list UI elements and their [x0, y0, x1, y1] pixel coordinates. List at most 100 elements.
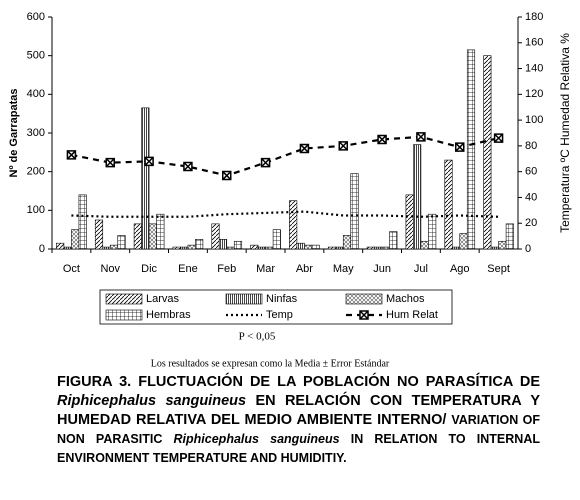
y-tick-label: 200 — [27, 166, 45, 178]
bar — [141, 107, 150, 250]
legend-swatch — [105, 309, 143, 321]
bar — [94, 219, 104, 250]
y2-tick-label: 60 — [525, 166, 537, 178]
bar — [342, 235, 352, 250]
y2-tick-label: 100 — [525, 114, 543, 126]
marker — [144, 156, 154, 167]
y-tick-label: 100 — [27, 204, 45, 216]
bar — [505, 223, 514, 250]
bar — [265, 246, 274, 250]
bar — [459, 233, 468, 250]
bar — [180, 246, 189, 250]
y2-tick-label: 140 — [525, 62, 543, 74]
bar — [381, 246, 390, 250]
marker — [222, 170, 232, 181]
bar — [296, 242, 305, 250]
bar — [187, 244, 196, 250]
bar — [327, 246, 337, 250]
y-axis-label: Nº de Garrapatas — [8, 89, 20, 178]
bar — [451, 246, 461, 250]
y2-tick-label: 160 — [525, 37, 543, 49]
bar — [156, 213, 165, 250]
bar — [211, 223, 220, 250]
bar — [366, 246, 375, 250]
marker — [377, 134, 387, 145]
note: Los resultados se expresan como la Media… — [151, 358, 390, 369]
caption-text: EN RELACIÓN CON TEMPERATURA Y HUMEDAD RE… — [57, 393, 540, 428]
bar — [233, 240, 243, 250]
bar — [428, 213, 437, 250]
marker — [493, 133, 504, 143]
legend-label: Machos — [386, 293, 425, 305]
chart: Nº de Garrapatas Temperatura ºC Humedad … — [8, 11, 572, 369]
bar — [102, 246, 111, 250]
legend-marker — [359, 310, 369, 320]
bar — [289, 200, 298, 250]
legend-swatch — [225, 293, 263, 305]
legend-label: Hembras — [146, 309, 191, 321]
marker — [66, 150, 77, 160]
y2-tick-label: 20 — [525, 217, 537, 229]
x-tick-label: Abr — [296, 263, 313, 275]
x-tick-label: Feb — [217, 263, 236, 275]
legend-swatch — [345, 293, 383, 305]
bar — [374, 246, 383, 250]
marker — [416, 132, 426, 142]
caption-text: IN RELATION TO INTERNAL ENVIRONMENT TEMP… — [57, 432, 540, 465]
y-tick-label: 400 — [27, 88, 45, 100]
bar — [195, 239, 204, 250]
marker — [299, 143, 310, 154]
figure-caption: FIGURA 3. FLUCTUACIÓN DE LA POBLACIÓN NO… — [57, 373, 540, 468]
bar — [117, 235, 126, 250]
marker — [260, 157, 271, 168]
bar — [335, 246, 344, 250]
bar — [56, 242, 65, 250]
bar — [490, 246, 499, 250]
bar — [413, 144, 422, 250]
marker — [338, 141, 348, 151]
bar — [148, 223, 157, 250]
bar — [71, 229, 80, 250]
legend-label: Temp — [266, 309, 293, 321]
bar — [78, 194, 87, 250]
legend-swatch — [105, 293, 143, 305]
bar — [311, 244, 320, 250]
bar — [226, 246, 235, 250]
marker — [455, 142, 465, 152]
bar — [250, 244, 259, 250]
x-tick-label: Ago — [450, 263, 470, 275]
caption-text: VARIATION OF NON PARASITIC — [57, 413, 540, 446]
annotation: P < 0,05 — [239, 331, 276, 343]
x-tick-label: Jun — [373, 263, 391, 275]
bar — [405, 194, 414, 250]
y2-tick-label: 0 — [525, 243, 531, 255]
bar — [350, 173, 359, 250]
y-tick-label: 0 — [39, 243, 45, 255]
x-tick-label: Dic — [141, 263, 157, 275]
y2-tick-label: 180 — [525, 11, 543, 23]
marker — [183, 161, 193, 172]
bar — [272, 229, 281, 250]
bar — [218, 239, 228, 250]
caption-text: Riphicephalus sanguineus — [173, 432, 340, 446]
legend-label: Ninfas — [266, 293, 298, 305]
bar — [466, 49, 476, 250]
bar — [304, 244, 313, 250]
x-tick-label: Sept — [487, 263, 510, 275]
x-tick-label: Ene — [178, 263, 198, 275]
bar — [257, 246, 266, 250]
y2-axis-label: Temperatura ºC Humedad Relativa % — [558, 33, 572, 233]
legend-label: Hum Relat — [386, 309, 438, 321]
bar — [444, 159, 453, 250]
x-tick-label: Jul — [414, 263, 428, 275]
bar — [498, 240, 507, 250]
bar — [109, 244, 119, 250]
caption-text: Riphicephalus sanguineus — [57, 393, 247, 409]
bar — [172, 246, 181, 250]
bar — [420, 240, 429, 250]
y2-tick-label: 120 — [525, 88, 543, 100]
legend-label: Larvas — [146, 293, 180, 305]
bar — [63, 246, 72, 250]
line — [71, 135, 499, 177]
